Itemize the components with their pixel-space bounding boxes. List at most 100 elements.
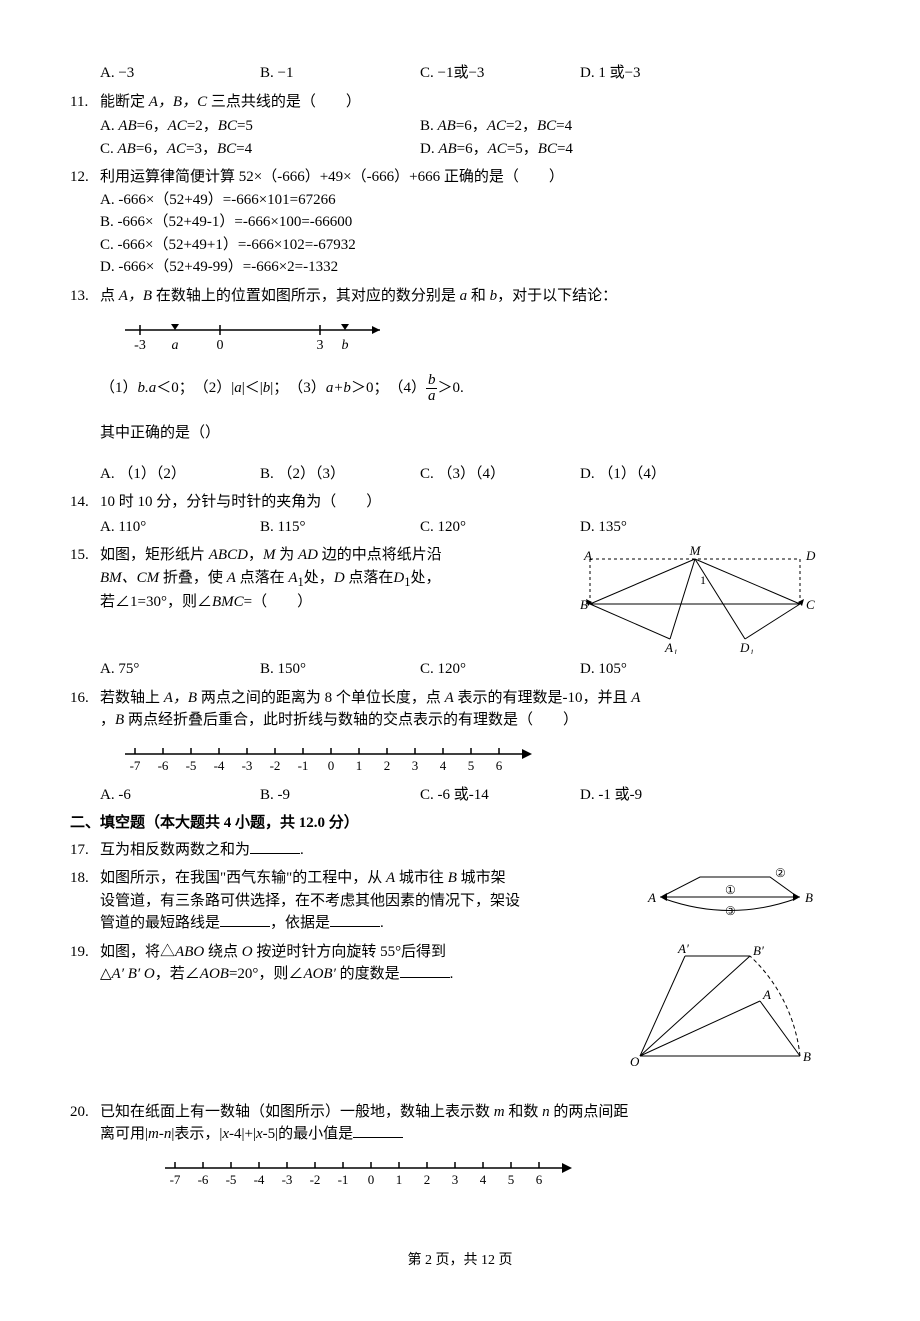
t: =2， <box>187 118 218 134</box>
t: 在数轴上的位置如图所示，其对应的数分别是 <box>152 288 460 304</box>
t: =5 <box>237 118 253 134</box>
t: A，B <box>164 690 197 706</box>
t: （1） <box>100 380 138 396</box>
t: 页，共 <box>432 1253 481 1268</box>
svg-text:A: A <box>647 890 656 905</box>
t: ，对于以下结论： <box>497 288 617 304</box>
t: 按逆时针方向旋转 55°后得到 <box>253 944 447 960</box>
t: ，若∠ <box>155 966 200 982</box>
t: A <box>386 870 395 886</box>
statements: （1）b.a＜0； （2）|a|＜|b|； （3）a+b＞0； （4）ba＞0. <box>100 373 820 404</box>
svg-text:A: A <box>762 987 771 1002</box>
q-number: 16. <box>70 687 89 710</box>
t: ＜0； （2）| <box>156 380 234 396</box>
svg-text:-6: -6 <box>158 758 169 773</box>
svg-text:2: 2 <box>384 758 391 773</box>
q11: 11. 能断定 A，B，C 三点共线的是（ ） A. AB=6，AC=2，BC=… <box>100 91 820 161</box>
svg-text:③: ③ <box>725 904 736 918</box>
t: 三点共线的是（ ） <box>207 94 361 110</box>
t: n <box>542 1104 550 1120</box>
q15: 15. 如图，矩形纸片 ABCD，M 为 AD 边的中点将纸片沿 BM、CM 折… <box>100 544 820 681</box>
t: ABCD <box>209 547 248 563</box>
t: A，B，C <box>149 94 207 110</box>
t: =3， <box>186 141 217 157</box>
t: 管道的最短路线是 <box>100 915 220 931</box>
q19: 19. 如图，将△ABO 绕点 O 按逆时针方向旋转 55°后得到 △A′ B′… <box>100 941 820 1071</box>
opt-b: B. 150° <box>260 658 420 681</box>
blank <box>330 912 380 927</box>
section-heading: 二、填空题（本大题共 4 小题，共 12.0 分） <box>70 812 820 835</box>
svg-text:-6: -6 <box>198 1172 209 1187</box>
t: M <box>263 547 276 563</box>
q20: 20. 已知在纸面上有一数轴（如图所示）一般地，数轴上表示数 m 和数 n 的两… <box>100 1101 820 1190</box>
t: BMC <box>212 594 244 610</box>
t: 能断定 <box>100 94 149 110</box>
svg-text:-5: -5 <box>186 758 197 773</box>
svg-text:B′: B′ <box>753 943 764 958</box>
svg-text:-4: -4 <box>214 758 225 773</box>
t: AC <box>167 141 186 157</box>
opt-d: D. 1 或−3 <box>580 62 740 85</box>
q-body: 互为相反数两数之和为. <box>100 839 820 862</box>
q-body: 能断定 A，B，C 三点共线的是（ ） A. AB=6，AC=2，BC=5 B.… <box>100 91 820 161</box>
t: AB <box>438 118 456 134</box>
q16: 16. 若数轴上 A，B 两点之间的距离为 8 个单位长度，点 A 表示的有理数… <box>100 687 820 807</box>
q-number: 15. <box>70 544 89 567</box>
q-body: 如图所示，在我国"西气东输"的工程中，从 A 城市往 B 城市架 设管道，有三条… <box>100 867 820 935</box>
t: -4|+| <box>229 1126 256 1142</box>
t: 两点之间的距离为 8 个单位长度，点 <box>197 690 445 706</box>
svg-text:-1: -1 <box>338 1172 349 1187</box>
svg-text:6: 6 <box>496 758 503 773</box>
q12: 12. 利用运算律简便计算 52×（-666）+49×（-666）+666 正确… <box>100 166 820 279</box>
t: 表示的有理数是-10，并且 <box>454 690 632 706</box>
t: =4 <box>236 141 252 157</box>
opt-a: A. -666×（52+49）=-666×101=67266 <box>100 189 820 212</box>
t: =（ ） <box>244 594 312 610</box>
t: C. <box>100 141 118 157</box>
t: AB <box>118 141 136 157</box>
t: 若数轴上 <box>100 690 164 706</box>
opt-b: B. 115° <box>260 516 420 539</box>
svg-text:C: C <box>806 597 815 612</box>
svg-text:B: B <box>803 1049 811 1064</box>
figure: O A B A′ B′ <box>620 941 820 1071</box>
svg-text:D: D <box>805 548 816 563</box>
svg-text:5: 5 <box>508 1172 515 1187</box>
t: 如图，将 <box>100 944 160 960</box>
t: ， <box>248 547 263 563</box>
t: 互为相反数两数之和为 <box>100 842 250 858</box>
t: =6， <box>457 141 488 157</box>
t: |＜| <box>242 380 263 396</box>
svg-text:-5: -5 <box>226 1172 237 1187</box>
svg-text:5: 5 <box>468 758 475 773</box>
q-body: 利用运算律简便计算 52×（-666）+49×（-666）+666 正确的是（ … <box>100 166 820 279</box>
q-text: 点 A，B 在数轴上的位置如图所示，其对应的数分别是 a 和 b，对于以下结论： <box>100 285 820 308</box>
opt-c: C. 120° <box>420 658 580 681</box>
svg-text:1: 1 <box>700 573 706 587</box>
options-row: A. 110° B. 115° C. 120° D. 135° <box>100 516 820 539</box>
svg-text:A′: A′ <box>677 941 689 956</box>
svg-text:-1: -1 <box>298 758 309 773</box>
t: 如图所示，在我国"西气东输"的工程中，从 <box>100 870 386 886</box>
q17: 17. 互为相反数两数之和为. <box>100 839 820 862</box>
q-body: 点 A，B 在数轴上的位置如图所示，其对应的数分别是 a 和 b，对于以下结论：… <box>100 285 820 486</box>
t: . <box>380 915 384 931</box>
t: A <box>288 570 297 586</box>
t: =5， <box>507 141 538 157</box>
t: BC <box>217 141 236 157</box>
blank <box>220 912 270 927</box>
q-text: 10 时 10 分，分针与时针的夹角为（ ） <box>100 491 820 514</box>
svg-text:4: 4 <box>480 1172 487 1187</box>
figure: A M D B C A₁ D₁ 1 <box>570 544 820 654</box>
t: =20°，则∠ <box>229 966 303 982</box>
opt-a: A. 110° <box>100 516 260 539</box>
opt-c: C. 120° <box>420 516 580 539</box>
opt-c: C. -6 或-14 <box>420 784 580 807</box>
svg-text:3: 3 <box>412 758 419 773</box>
question-with-figure: 如图，矩形纸片 ABCD，M 为 AD 边的中点将纸片沿 BM、CM 折叠，使 … <box>100 544 820 654</box>
figure: A B ① ② ③ <box>640 867 820 927</box>
svg-text:3: 3 <box>317 338 324 353</box>
t: A <box>445 690 454 706</box>
t: 和 <box>467 288 490 304</box>
t: b.a <box>138 380 157 396</box>
